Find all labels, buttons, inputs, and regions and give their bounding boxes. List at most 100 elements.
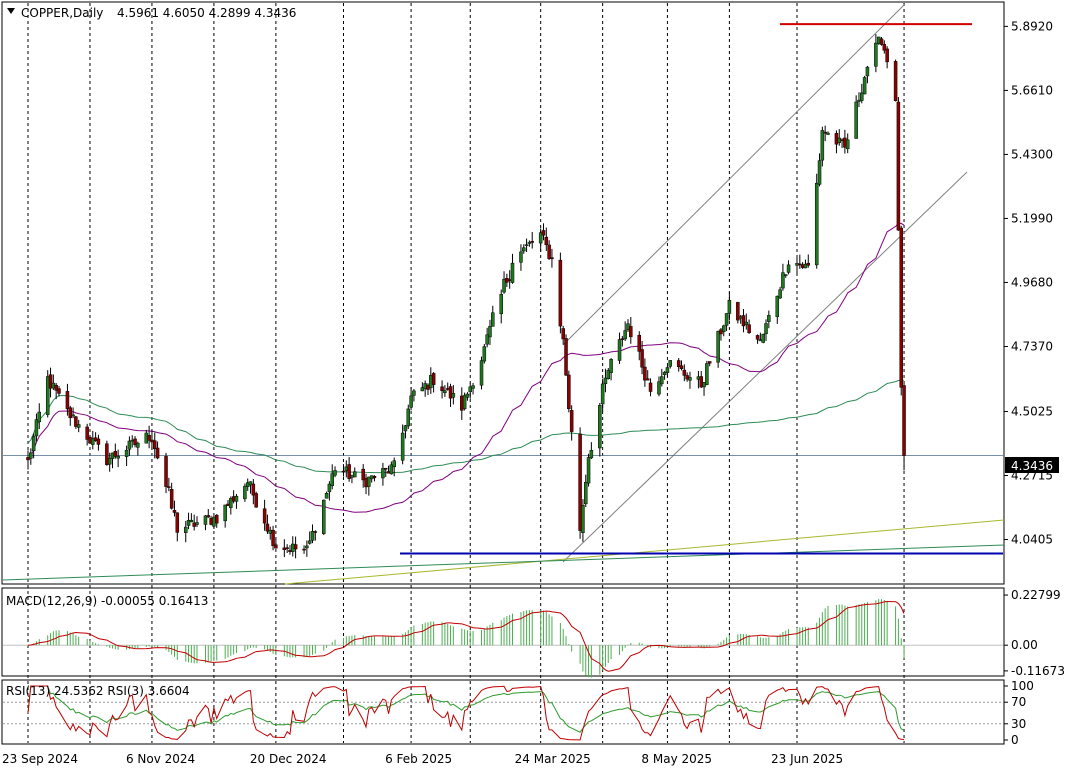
candle-body xyxy=(606,370,611,379)
candle-body xyxy=(665,367,670,374)
candle-body xyxy=(310,531,315,541)
trendlines xyxy=(2,3,1005,585)
candle-body xyxy=(736,302,740,321)
price-tick-label: 4.5025 xyxy=(1011,404,1053,418)
candle-body xyxy=(648,382,653,392)
rsi3-line xyxy=(27,685,905,741)
candle-body xyxy=(231,496,236,502)
candle-body xyxy=(448,386,453,399)
candle-body xyxy=(885,48,889,63)
time-tick-label: 24 Mar 2025 xyxy=(515,752,591,766)
candle-body xyxy=(282,547,287,551)
candle-body xyxy=(223,504,227,522)
candle-body xyxy=(702,382,706,388)
time-axis: 23 Sep 2024 6 Nov 2024 20 Dec 2024 6 Feb 20… xyxy=(2,752,843,766)
candle-body xyxy=(660,376,664,385)
candle-body xyxy=(688,377,692,381)
price-tick-label: 5.8920 xyxy=(1011,19,1053,33)
candle-body xyxy=(468,386,472,393)
candle-body xyxy=(837,137,842,143)
candle-body xyxy=(353,471,357,478)
macd-tick-label: 0.22799 xyxy=(1011,588,1061,602)
candle-body xyxy=(203,515,208,525)
candle-body xyxy=(268,529,272,534)
candle-body xyxy=(243,485,247,500)
candle-body xyxy=(169,489,174,509)
candle-body xyxy=(330,473,334,486)
candle-body xyxy=(879,38,884,45)
candle-body xyxy=(130,439,134,442)
candle-body xyxy=(778,289,782,299)
candle-body xyxy=(209,518,213,525)
candle-body xyxy=(93,437,98,441)
horizontal-levels xyxy=(400,23,1003,555)
macd-label: MACD(12,26,9) -0.00055 0.16413 xyxy=(6,594,208,608)
candle-body xyxy=(865,66,870,77)
rsi-pane[interactable] xyxy=(1,679,1005,745)
candle-body xyxy=(586,457,591,484)
current-price-tag: 4.3436 xyxy=(1005,457,1059,473)
price-tick-label: 5.1990 xyxy=(1011,211,1053,225)
rsi13-line xyxy=(27,685,905,733)
ma-50-line xyxy=(27,222,905,513)
candle-body xyxy=(206,515,211,518)
candle-body xyxy=(567,374,571,410)
candle-body xyxy=(527,242,532,244)
candle-body xyxy=(426,384,430,390)
candle-body xyxy=(783,274,788,276)
candle-body xyxy=(333,470,337,476)
rsi-tick-label: 100 xyxy=(1011,679,1034,693)
candle-body xyxy=(124,449,129,457)
price-tick-label: 4.7370 xyxy=(1011,339,1053,353)
macd-tick-label: -0.11673 xyxy=(1011,664,1065,678)
candle-body xyxy=(29,452,33,459)
candle-body xyxy=(65,391,70,410)
candle-body xyxy=(307,540,312,544)
price-axis: 5.8920 5.6610 5.4300 5.1990 4.9680 4.7370 4.50… xyxy=(1004,19,1065,747)
candle-body xyxy=(550,257,554,260)
price-tick-label: 4.9680 xyxy=(1011,275,1053,289)
macd-pane[interactable] xyxy=(1,587,1005,677)
candle-body xyxy=(274,544,278,549)
candle-body xyxy=(440,386,444,392)
candle-body xyxy=(381,468,385,479)
time-tick-label: 23 Jun 2025 xyxy=(771,752,843,766)
candle-body xyxy=(817,160,822,185)
rsi-tick-label: 70 xyxy=(1011,695,1026,709)
macd-tick-label: 0.00 xyxy=(1011,638,1038,652)
candle-body xyxy=(133,438,137,446)
candle-body xyxy=(265,523,270,532)
candle-body xyxy=(26,457,30,461)
candle-body xyxy=(409,395,413,408)
candle-body xyxy=(623,330,627,340)
candle-body xyxy=(716,330,720,363)
candle-body xyxy=(445,388,450,390)
candle-body xyxy=(127,440,132,450)
candle-body xyxy=(645,378,650,381)
candle-body xyxy=(85,426,89,440)
candle-body xyxy=(893,61,898,101)
candle-body xyxy=(48,374,53,389)
candle-body xyxy=(403,425,408,432)
candle-body xyxy=(761,333,765,343)
candle-body xyxy=(876,36,881,44)
candle-body xyxy=(443,390,447,394)
candle-body xyxy=(882,44,887,51)
candle-body xyxy=(682,369,687,376)
candle-body xyxy=(367,476,371,487)
candle-body xyxy=(96,438,101,445)
candle-body xyxy=(547,244,551,259)
rsi-tick-label: 30 xyxy=(1011,717,1026,731)
candle-body xyxy=(707,361,712,364)
candles xyxy=(26,34,906,559)
candle-body xyxy=(685,375,689,380)
candle-body xyxy=(679,365,684,369)
ma-200-line xyxy=(27,379,904,474)
triangle-down-icon[interactable] xyxy=(7,8,15,14)
candle-body xyxy=(617,339,622,361)
candle-body xyxy=(383,467,388,470)
candle-body xyxy=(499,294,503,315)
candle-body xyxy=(722,325,726,333)
candle-body xyxy=(803,263,808,269)
